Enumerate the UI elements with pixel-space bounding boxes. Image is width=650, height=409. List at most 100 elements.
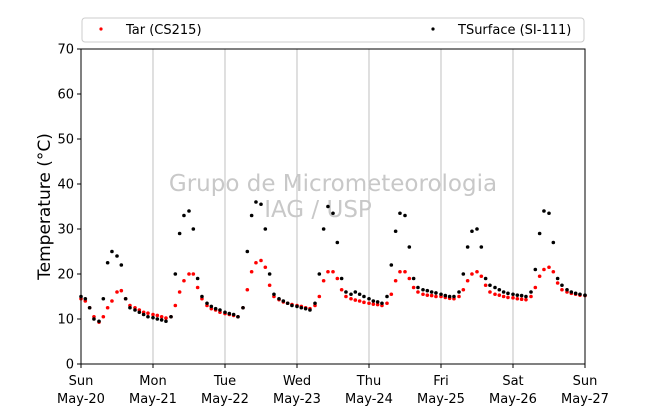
data-point: [479, 245, 484, 249]
data-point: [501, 294, 506, 299]
x-tick-label-day: Mon: [139, 374, 166, 389]
x-tick-label-day: Wed: [283, 374, 311, 389]
data-point: [105, 305, 110, 310]
data-point: [357, 299, 362, 303]
x-tick-label-date: May-27: [561, 392, 609, 407]
data-point: [191, 227, 196, 231]
data-point: [380, 301, 384, 306]
data-point: [416, 290, 420, 294]
data-point: [506, 291, 510, 296]
data-point: [254, 260, 258, 265]
data-point: [411, 285, 416, 290]
x-tick-label-date: May-23: [273, 392, 321, 407]
data-point: [209, 304, 214, 309]
data-point: [169, 314, 173, 319]
y-tick-label: 0: [66, 358, 74, 373]
data-point: [425, 288, 430, 293]
y-tick-label: 60: [57, 88, 74, 103]
legend-label-tsurface: TSurface (SI-111): [457, 23, 571, 38]
data-point: [326, 204, 330, 209]
data-point: [452, 294, 456, 299]
data-point: [479, 274, 484, 279]
data-point: [182, 213, 186, 218]
data-point: [501, 290, 506, 294]
data-point: [263, 227, 268, 231]
data-point: [231, 312, 236, 317]
plot-frame: [80, 48, 586, 365]
data-point: [439, 292, 443, 297]
data-point: [470, 272, 474, 276]
data-point: [560, 287, 564, 292]
data-point: [421, 287, 425, 292]
data-point: [529, 290, 533, 294]
legend-marker-tsurface: [431, 27, 435, 31]
x-tick-label-day: Tue: [213, 374, 236, 389]
watermark: Grupo de Micrometeorologia IAG / USP: [169, 171, 497, 223]
data-point: [281, 299, 286, 303]
data-point: [259, 258, 263, 263]
data-point: [497, 287, 502, 292]
data-point: [110, 299, 114, 303]
x-tick-label-date: May-24: [345, 392, 393, 407]
data-point: [389, 263, 394, 267]
data-point: [547, 211, 551, 216]
data-point: [483, 283, 488, 288]
data-point: [465, 278, 470, 283]
data-point: [434, 291, 438, 295]
x-tick-label-date: May-25: [417, 392, 465, 407]
data-point: [519, 293, 524, 298]
data-point: [537, 231, 542, 236]
data-point: [213, 306, 218, 311]
x-tick-label-day: Sat: [502, 374, 523, 389]
data-point: [155, 313, 160, 318]
data-point: [115, 254, 119, 258]
data-point: [101, 314, 106, 319]
data-point: [254, 200, 258, 204]
data-point: [83, 296, 88, 301]
data-point: [416, 285, 420, 290]
data-point: [493, 292, 497, 297]
data-point: [353, 290, 358, 294]
data-point: [547, 265, 551, 270]
data-point: [524, 294, 528, 299]
data-point: [475, 269, 479, 274]
data-point: [371, 302, 376, 306]
data-point: [551, 240, 556, 245]
data-point: [344, 290, 348, 294]
data-point: [146, 311, 150, 315]
y-tick-label: 20: [57, 268, 74, 283]
data-point: [195, 276, 200, 281]
data-point: [115, 290, 119, 294]
data-point: [529, 294, 533, 299]
data-point: [407, 245, 412, 249]
data-point: [241, 305, 245, 310]
data-point: [425, 293, 430, 297]
data-point: [317, 294, 322, 299]
data-point: [349, 292, 353, 297]
data-point: [133, 308, 137, 312]
data-point: [249, 269, 254, 274]
data-point: [434, 294, 438, 299]
y-tick-label: 40: [57, 178, 74, 193]
data-point: [393, 229, 398, 234]
data-point: [151, 312, 155, 317]
data-point: [290, 303, 294, 308]
y-tick-label: 30: [57, 223, 74, 238]
data-point: [565, 287, 569, 292]
data-point: [497, 293, 502, 297]
data-point: [223, 310, 227, 315]
data-point: [362, 294, 366, 299]
data-point: [457, 294, 461, 299]
legend-box: [81, 17, 585, 43]
data-point: [277, 296, 281, 301]
data-point: [155, 317, 160, 321]
data-point: [249, 213, 254, 218]
data-point: [151, 315, 155, 320]
data-point: [519, 297, 524, 302]
data-point: [295, 304, 299, 309]
data-point: [146, 314, 150, 319]
data-point: [272, 292, 276, 297]
data-point: [357, 292, 362, 297]
data-point: [128, 305, 132, 310]
y-tick-label: 10: [57, 313, 74, 328]
